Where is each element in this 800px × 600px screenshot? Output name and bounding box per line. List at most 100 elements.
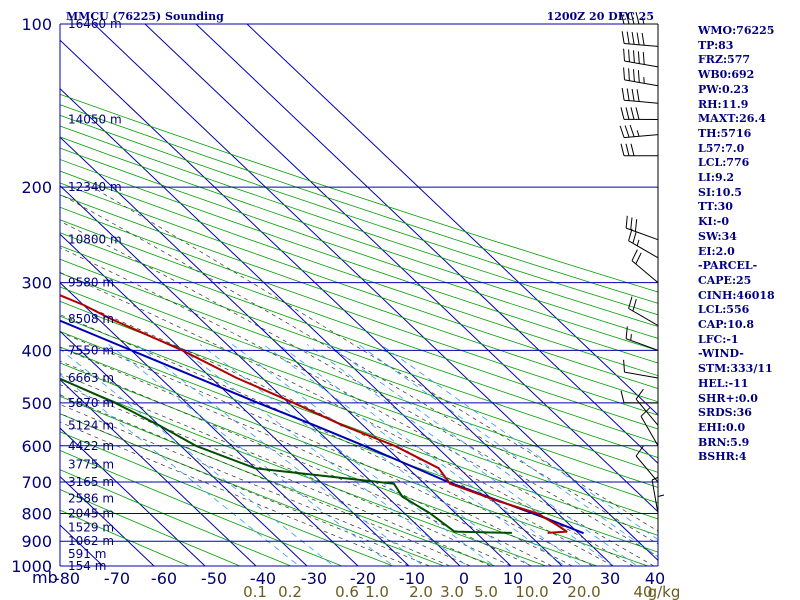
barb-flag — [630, 11, 635, 25]
index-item: TH:5716 — [698, 126, 752, 140]
isotherm-line — [93, 24, 658, 561]
barb-flag — [635, 107, 640, 120]
wind-barbs — [619, 11, 665, 534]
temperature-tick-label: 10 — [503, 569, 523, 588]
pressure-label: 1000 — [11, 557, 52, 576]
index-item: CAPE:25 — [698, 273, 752, 287]
dry-adiabat-line — [60, 272, 658, 488]
mixing-ratio-line — [60, 348, 335, 566]
barb-flag — [620, 143, 625, 156]
temperature-tick-label: -10 — [399, 569, 425, 588]
pressure-label: 900 — [21, 532, 52, 551]
dry-adiabat-line — [60, 395, 497, 566]
height-label: 154 m — [68, 559, 106, 573]
height-label: 591 m — [68, 547, 106, 561]
barb-flag — [635, 11, 640, 25]
mixing-ratio-unit-label: g/kg — [648, 583, 681, 600]
dry-adiabat-line — [60, 219, 658, 430]
dry-adiabat-line — [60, 431, 395, 566]
index-item: TP:83 — [698, 38, 734, 52]
height-label: 5870 m — [68, 396, 114, 410]
index-item: WMO:76225 — [698, 24, 775, 37]
barb-staff — [631, 260, 659, 283]
temperature-tick-label: 20 — [552, 569, 572, 588]
dry-adiabat-line — [60, 330, 658, 553]
mixing-ratio-line — [278, 344, 583, 566]
barb-flag — [629, 124, 635, 137]
isotherm-line — [60, 184, 461, 566]
barb-flag — [620, 107, 625, 120]
dry-adiabat-line — [60, 362, 599, 566]
wind-barb — [623, 67, 659, 87]
index-item: -PARCEL- — [698, 259, 758, 273]
barb-flag — [625, 143, 630, 156]
height-label: 2045 m — [68, 507, 114, 521]
barb-flag — [633, 50, 635, 63]
barb-flag — [623, 48, 625, 62]
barb-staff — [625, 338, 659, 351]
barb-flag — [632, 231, 637, 244]
barb-flag — [635, 388, 644, 400]
height-label: 10800 m — [68, 233, 122, 247]
mixing-ratio-tick-label: 2.0 — [409, 583, 433, 600]
pressure-label: 500 — [21, 394, 52, 413]
temperature-tick-label: 0 — [459, 569, 469, 588]
mixing-ratio-tick-label: 1.0 — [365, 583, 389, 600]
barb-half-flag — [630, 334, 632, 341]
dewpoint-line — [60, 377, 512, 534]
barb-half-flag — [636, 130, 640, 137]
barb-flag — [626, 88, 630, 101]
wind-barb — [651, 477, 659, 514]
dry-adiabat-line — [60, 232, 658, 444]
index-item: EHI:0.0 — [698, 420, 746, 434]
barb-flag — [628, 228, 633, 241]
height-label: 1062 m — [68, 534, 114, 548]
barb-flag — [637, 70, 640, 83]
moist-adiabat-line — [60, 220, 658, 557]
barb-staff — [624, 99, 659, 104]
index-item: WB0:692 — [698, 68, 755, 82]
height-label: 7550 m — [68, 343, 114, 357]
barb-half-flag — [651, 477, 658, 481]
barb-staff — [635, 455, 659, 483]
wind-barb — [621, 87, 659, 104]
barb-flag — [628, 296, 633, 309]
mixing-ratio-line — [380, 344, 658, 541]
index-item: TT:30 — [698, 200, 733, 214]
barb-half-flag — [657, 494, 665, 497]
dry-adiabat-line — [60, 114, 658, 316]
barb-flag — [623, 67, 625, 80]
isotherm-line — [60, 39, 614, 566]
mixing-ratio-tick-label: 0.2 — [278, 583, 302, 600]
index-item: EI:2.0 — [698, 244, 735, 258]
barb-flag — [625, 11, 630, 25]
barb-staff — [640, 416, 659, 447]
height-label: 2586 m — [68, 491, 114, 505]
barb-flag — [628, 49, 630, 62]
barb-flag — [641, 32, 645, 46]
pressure-label: 800 — [21, 505, 52, 524]
isotherm-line — [60, 427, 206, 566]
index-item: SI:10.5 — [698, 185, 742, 199]
station-title: MMCU (76225) Sounding — [66, 10, 224, 23]
pressure-label: 100 — [21, 15, 52, 34]
wind-barb — [623, 48, 659, 68]
barb-flag — [633, 69, 635, 82]
wind-barb — [635, 388, 659, 426]
index-item: FRZ:577 — [698, 53, 751, 67]
index-item: KI:-0 — [698, 215, 729, 229]
temperature-tick-label: 30 — [600, 569, 620, 588]
wind-barb — [620, 390, 659, 404]
height-label: 16460 m — [68, 17, 122, 31]
pressure-label: 600 — [21, 437, 52, 456]
index-item: LI:9.2 — [698, 171, 735, 185]
profile-lines — [60, 294, 584, 535]
dry-adiabat-line — [60, 346, 650, 566]
barb-flag — [630, 217, 633, 230]
index-item: HEL:-11 — [698, 376, 749, 390]
dry-adiabat-line — [60, 136, 658, 339]
dry-adiabat-line — [60, 300, 658, 520]
wind-barb — [635, 445, 659, 483]
index-item: STM:333/11 — [698, 362, 773, 376]
